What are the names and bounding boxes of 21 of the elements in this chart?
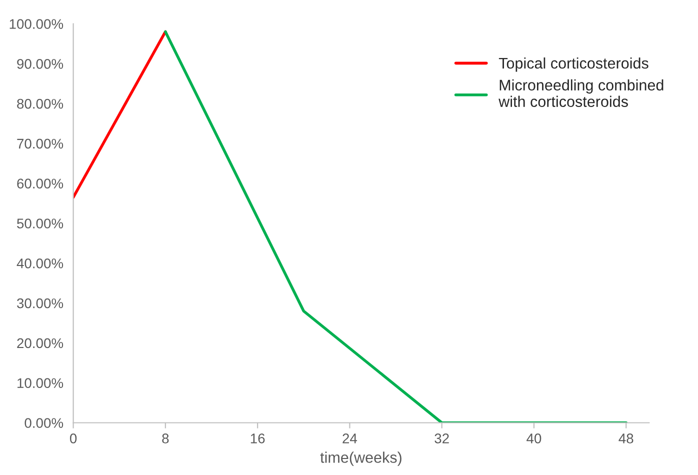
x-tick-label: 32 bbox=[434, 434, 449, 444]
x-tick-label: 40 bbox=[526, 434, 542, 444]
x-tick-label: 8 bbox=[162, 434, 169, 444]
x-axis-title: time(weeks) bbox=[320, 452, 402, 466]
y-tick-label: 10.00% bbox=[18, 378, 64, 388]
legend-label: Microneedling combined with corticosteroids bbox=[498, 79, 664, 108]
legend-label: Topical corticosteroids bbox=[498, 57, 648, 72]
y-tick-label: 0.00% bbox=[24, 418, 64, 428]
y-tick-label: 40.00% bbox=[16, 258, 64, 268]
x-tick-label: 0 bbox=[70, 434, 77, 444]
x-tick-label: 16 bbox=[250, 434, 265, 444]
y-tick-label: 30.00% bbox=[16, 298, 64, 308]
y-tick-label: 60.00% bbox=[17, 178, 64, 189]
y-tick-label: 100.00% bbox=[10, 19, 64, 29]
y-tick-label: 80.00% bbox=[17, 98, 64, 109]
x-tick-label: 48 bbox=[618, 434, 634, 444]
y-tick-label: 50.00% bbox=[17, 218, 64, 228]
y-tick-label: 70.00% bbox=[17, 138, 64, 149]
y-tick-label: 20.00% bbox=[17, 338, 64, 348]
y-tick-label: 90.00% bbox=[17, 58, 64, 69]
x-tick-label: 24 bbox=[342, 434, 358, 444]
